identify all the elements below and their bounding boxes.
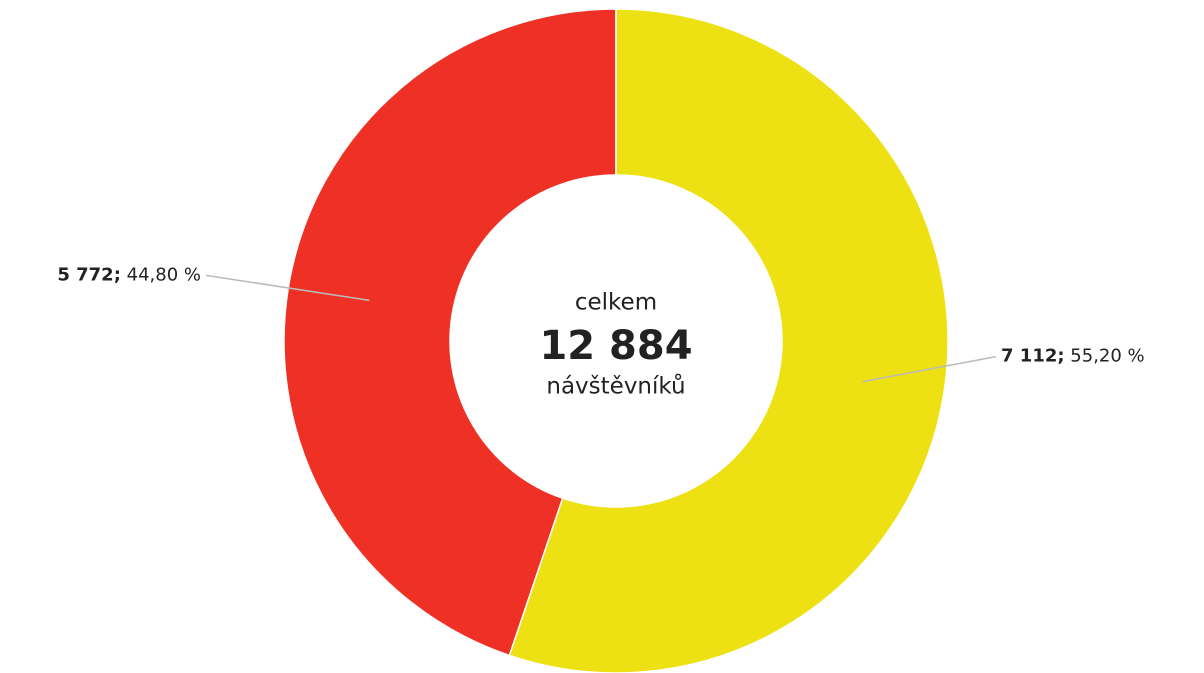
center-subtitle: návštěvníků <box>546 373 685 400</box>
leader-line <box>862 355 997 383</box>
donut-slice <box>508 8 949 673</box>
slice-label: 5 772; 44,80 % <box>57 264 201 285</box>
slice-value-label: 7 112; <box>1001 346 1065 367</box>
center-total: 12 884 <box>539 323 692 369</box>
leader-line <box>205 274 370 302</box>
slice-percentage-label: 55,20 % <box>1070 346 1144 367</box>
center-title: celkem <box>575 290 657 316</box>
slice-value-label: 5 772; <box>57 264 121 285</box>
slice-percentage-label: 44,80 % <box>127 264 201 285</box>
slice-label: 7 112; 55,20 % <box>1001 346 1145 367</box>
donut-slice <box>283 8 617 657</box>
